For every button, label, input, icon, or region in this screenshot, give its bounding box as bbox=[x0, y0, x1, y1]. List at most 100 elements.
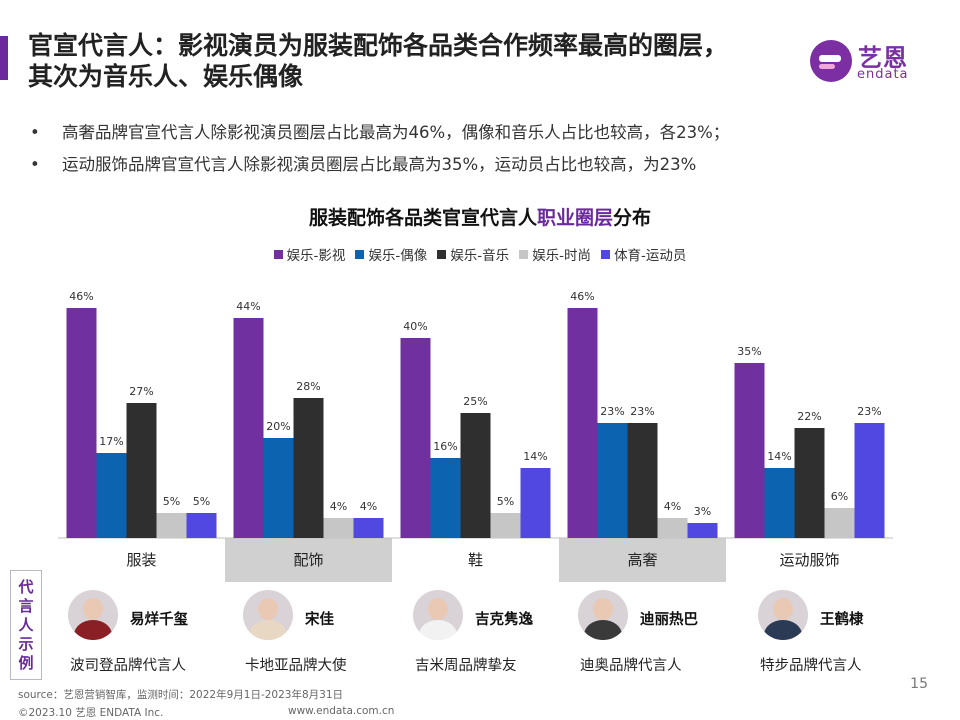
bar bbox=[233, 318, 264, 538]
section-label-char: 人 bbox=[18, 615, 34, 634]
title-accent-bar bbox=[0, 36, 8, 80]
spokesperson-card: 易烊千玺 波司登品牌代言人 bbox=[60, 588, 235, 678]
bullet-text: 运动服饰品牌官宣代言人除影视演员圈层占比最高为35%，运动员占比也较高，为23% bbox=[62, 155, 697, 174]
bar bbox=[126, 403, 157, 538]
spokesperson-card: 王鹤棣 特步品牌代言人 bbox=[750, 588, 925, 678]
legend-label: 娱乐-音乐 bbox=[450, 248, 510, 264]
page-title: 官宣代言人：影视演员为服装配饰各品类合作频率最高的圈层， 其次为音乐人、娱乐偶像 bbox=[28, 30, 798, 92]
legend-swatch bbox=[601, 249, 611, 259]
category-label: 配饰 bbox=[293, 551, 323, 569]
avatar-body bbox=[584, 620, 622, 640]
bar bbox=[460, 413, 491, 538]
footer-url: www.endata.com.cn bbox=[288, 705, 395, 717]
spokesperson-name: 易烊千玺 bbox=[130, 612, 188, 628]
legend-item: 娱乐-影视 bbox=[273, 244, 345, 264]
legend-swatch bbox=[273, 249, 283, 259]
spokesperson-name: 迪丽热巴 bbox=[640, 612, 698, 628]
data-label: 23% bbox=[630, 405, 654, 418]
category-label: 鞋 bbox=[468, 551, 483, 569]
bar bbox=[627, 423, 658, 538]
chart-legend: 娱乐-影视 娱乐-偶像 娱乐-音乐 娱乐-时尚 体育-运动员 bbox=[0, 244, 960, 264]
avatar-female-portrait-icon bbox=[578, 590, 628, 640]
bullet-marker: • bbox=[30, 123, 40, 142]
page-number: 15 bbox=[910, 676, 928, 692]
data-label: 5% bbox=[497, 495, 514, 508]
bar bbox=[490, 513, 521, 538]
spokesperson-role: 特步品牌代言人 bbox=[760, 658, 862, 674]
category-band bbox=[58, 538, 225, 582]
footer-copyright: ©2023.10 艺恩 ENDATA Inc. bbox=[18, 707, 164, 719]
avatar-male-portrait-icon bbox=[758, 590, 808, 640]
bullet-text: 高奢品牌官宣代言人除影视演员圈层占比最高为46%，偶像和音乐人占比也较高，各23… bbox=[62, 123, 730, 142]
spokesperson-section-label: 代言人示例 bbox=[10, 570, 42, 680]
data-label: 5% bbox=[193, 495, 210, 508]
data-label: 16% bbox=[433, 440, 457, 453]
section-label-char: 言 bbox=[18, 596, 34, 615]
bar bbox=[567, 308, 598, 538]
legend-item: 体育-运动员 bbox=[601, 244, 686, 264]
bar bbox=[66, 308, 97, 538]
section-label-char: 代 bbox=[18, 577, 34, 596]
page-title-line1: 官宣代言人：影视演员为服装配饰各品类合作频率最高的圈层， bbox=[28, 31, 729, 60]
category-band bbox=[559, 538, 726, 582]
bar bbox=[323, 518, 354, 538]
category-band bbox=[225, 538, 392, 582]
bar bbox=[597, 423, 628, 538]
legend-label: 娱乐-时尚 bbox=[532, 248, 592, 264]
chart-title: 服装配饰各品类官宣代言人职业圈层分布 bbox=[0, 203, 960, 230]
data-label: 46% bbox=[570, 290, 594, 303]
data-label: 14% bbox=[767, 450, 791, 463]
data-label: 35% bbox=[737, 345, 761, 358]
section-label-char: 例 bbox=[18, 653, 34, 672]
bar bbox=[96, 453, 127, 538]
avatar-head bbox=[83, 598, 103, 620]
data-label: 23% bbox=[600, 405, 624, 418]
bullet-marker: • bbox=[30, 155, 40, 174]
data-label: 44% bbox=[236, 300, 260, 313]
spokesperson-name: 吉克隽逸 bbox=[475, 612, 533, 628]
spokesperson-role: 卡地亚品牌大使 bbox=[245, 658, 347, 674]
spokesperson-card: 迪丽热巴 迪奥品牌代言人 bbox=[570, 588, 745, 678]
data-label: 5% bbox=[163, 495, 180, 508]
data-label: 3% bbox=[694, 505, 711, 518]
avatar-head bbox=[593, 598, 613, 620]
data-label: 28% bbox=[296, 380, 320, 393]
footer-source: source：艺恩营销智库，监测时间：2022年9月1日-2023年8月31日 bbox=[18, 689, 344, 701]
legend-label: 体育-运动员 bbox=[614, 248, 687, 264]
summary-bullets: • 高奢品牌官宣代言人除影视演员圈层占比最高为46%，偶像和音乐人占比也较高，各… bbox=[30, 117, 930, 181]
bar bbox=[263, 438, 294, 538]
data-label: 23% bbox=[857, 405, 881, 418]
avatar-male-portrait-icon bbox=[68, 590, 118, 640]
avatar-body bbox=[764, 620, 802, 640]
spokesperson-card: 吉克隽逸 吉米周品牌挚友 bbox=[405, 588, 580, 678]
data-label: 25% bbox=[463, 395, 487, 408]
avatar-female-portrait-icon bbox=[243, 590, 293, 640]
category-label: 服装 bbox=[126, 551, 156, 569]
legend-swatch bbox=[437, 249, 447, 259]
category-label: 运动服饰 bbox=[779, 551, 839, 569]
bar bbox=[657, 518, 688, 538]
data-label: 22% bbox=[797, 410, 821, 423]
bar bbox=[794, 428, 825, 538]
chart-title-highlight: 职业圈层 bbox=[536, 207, 613, 229]
bar bbox=[400, 338, 431, 538]
spokesperson-name: 宋佳 bbox=[305, 612, 334, 628]
avatar-head bbox=[428, 598, 448, 620]
bar bbox=[824, 508, 855, 538]
legend-label: 娱乐-偶像 bbox=[368, 248, 428, 264]
endata-logo: 艺恩 endata bbox=[810, 38, 928, 86]
bar bbox=[734, 363, 765, 538]
data-label: 40% bbox=[403, 320, 427, 333]
legend-swatch bbox=[519, 249, 529, 259]
data-label: 4% bbox=[360, 500, 377, 513]
category-band bbox=[726, 538, 893, 582]
bullet-item: • 运动服饰品牌官宣代言人除影视演员圈层占比最高为35%，运动员占比也较高，为2… bbox=[30, 149, 930, 181]
legend-item: 娱乐-时尚 bbox=[519, 244, 591, 264]
avatar-head bbox=[258, 598, 278, 620]
avatar-female-portrait-icon bbox=[413, 590, 463, 640]
endata-logo-icon bbox=[810, 40, 852, 82]
chart-title-part1: 服装配饰各品类官宣代言人 bbox=[308, 207, 537, 229]
avatar-head bbox=[773, 598, 793, 620]
bullet-item: • 高奢品牌官宣代言人除影视演员圈层占比最高为46%，偶像和音乐人占比也较高，各… bbox=[30, 117, 930, 149]
bar bbox=[293, 398, 324, 538]
